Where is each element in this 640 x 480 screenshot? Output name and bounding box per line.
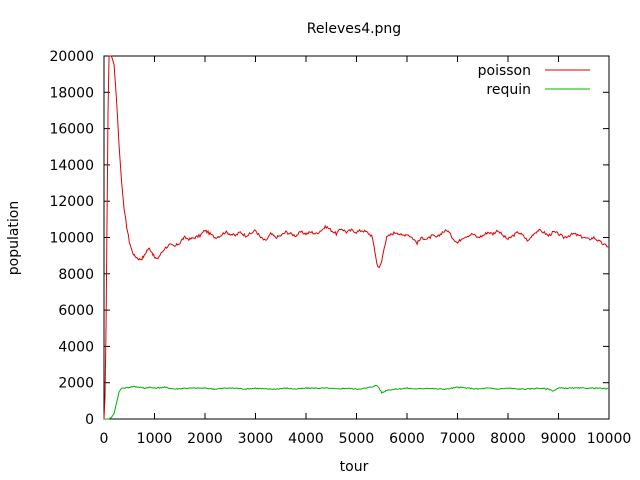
series-line-poisson bbox=[103, 55, 610, 420]
y-tick-label: 16000 bbox=[49, 122, 94, 138]
chart-title: Releves4.png bbox=[307, 21, 401, 37]
y-tick-label: 8000 bbox=[58, 267, 94, 283]
legend-label-poisson: poisson bbox=[478, 63, 531, 79]
y-tick-label: 2000 bbox=[58, 376, 94, 392]
plot-frame bbox=[103, 55, 610, 420]
x-tick-label: 6000 bbox=[389, 431, 425, 447]
x-tick-label: 2000 bbox=[187, 431, 223, 447]
x-tick-label: 5000 bbox=[339, 431, 375, 447]
y-tick-label: 12000 bbox=[49, 194, 94, 210]
x-tick-label: 0 bbox=[100, 431, 109, 447]
x-tick-label: 9000 bbox=[541, 431, 577, 447]
x-tick-label: 3000 bbox=[238, 431, 274, 447]
y-tick-label: 14000 bbox=[49, 158, 94, 174]
y-tick-label: 18000 bbox=[49, 85, 94, 101]
plot-area-border bbox=[103, 55, 610, 420]
x-tick-label: 8000 bbox=[490, 431, 526, 447]
y-tick-label: 20000 bbox=[49, 49, 94, 65]
series-line-requin bbox=[104, 384, 610, 420]
legend-label-requin: requin bbox=[486, 82, 531, 98]
y-tick-label: 6000 bbox=[58, 303, 94, 319]
y-tick-label: 0 bbox=[85, 412, 94, 428]
x-axis-label: tour bbox=[340, 459, 369, 475]
y-tick-label: 10000 bbox=[49, 231, 94, 247]
x-axis: 0 1000 2000 3000 4000 5000 6000 7000 8000 9000 100… bbox=[100, 56, 632, 447]
x-tick-label: 1000 bbox=[137, 431, 173, 447]
x-tick-label: 7000 bbox=[440, 431, 476, 447]
y-axis: 0 2000 4000 6000 8000 10000 12000 14000 16000 180… bbox=[49, 49, 609, 428]
x-tick-label: 4000 bbox=[288, 431, 324, 447]
plot-series bbox=[103, 55, 610, 420]
x-tick-label: 10000 bbox=[587, 431, 632, 447]
legend: poisson requin bbox=[478, 63, 590, 98]
y-tick-label: 4000 bbox=[58, 339, 94, 355]
y-axis-label: population bbox=[6, 201, 22, 276]
